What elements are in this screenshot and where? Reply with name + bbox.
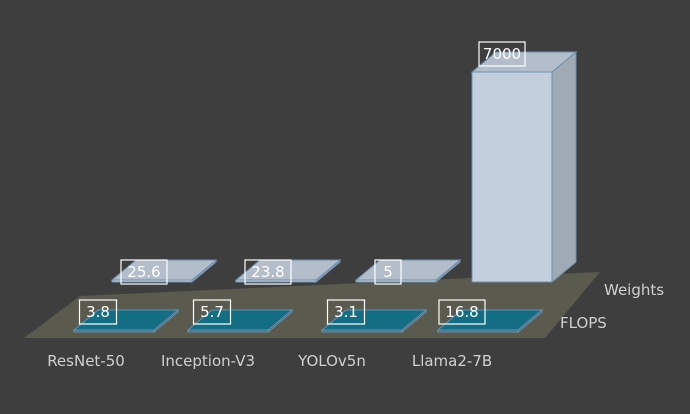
series-label-weights: Weights	[604, 281, 664, 299]
category-label-resnet-50: ResNet-50	[47, 352, 125, 370]
bar-weights-inception-v3-top	[234, 259, 342, 281]
value-label-weights-resnet-50: 25.6	[120, 259, 168, 285]
value-label-flops-resnet-50: 3.8	[78, 299, 118, 325]
bar-flops-llama2-7b	[436, 308, 544, 334]
value-label-flops-inception-v3: 5.7	[192, 299, 232, 325]
category-label-llama2-7b: Llama2-7B	[412, 352, 492, 370]
value-label-weights-inception-v3-text: 23.8	[251, 263, 284, 281]
bar-weights-resnet-50-top	[110, 259, 218, 281]
bar-weights-yolov5n	[354, 258, 462, 284]
bar-weights-llama2-7b-top	[470, 51, 578, 73]
bar-flops-inception-v3	[186, 308, 294, 334]
bar-flops-resnet-50-top	[72, 309, 180, 331]
value-label-weights-inception-v3-box	[244, 259, 292, 285]
bar-weights-inception-v3	[234, 258, 342, 284]
value-label-weights-llama2-7b-box	[478, 41, 526, 67]
bar-flops-resnet-50	[72, 308, 180, 334]
value-label-flops-inception-v3-text: 5.7	[200, 303, 224, 321]
value-label-flops-inception-v3-box	[192, 299, 232, 325]
value-label-flops-yolov5n-text: 3.1	[334, 303, 358, 321]
bar-weights-resnet-50	[110, 258, 218, 284]
labels-layer: 25.6 23.8 5 7000 3.8 5.7 3.1 16.8 ResNet-50 Incep…	[47, 41, 526, 370]
value-label-flops-yolov5n: 3.1	[326, 299, 366, 325]
category-label-inception-v3: Inception-V3	[161, 352, 255, 370]
value-label-flops-resnet-50-text: 3.8	[86, 303, 110, 321]
bar-flops-inception-v3-top	[186, 309, 294, 331]
bar-flops-llama2-7b-top	[436, 309, 544, 331]
value-label-weights-inception-v3: 23.8	[244, 259, 292, 285]
category-label-yolov5n: YOLOv5n	[297, 352, 366, 370]
bar-weights-llama2-7b-side	[551, 50, 577, 284]
value-label-weights-llama2-7b-text: 7000	[483, 45, 521, 63]
value-label-weights-resnet-50-box	[120, 259, 168, 285]
value-label-weights-resnet-50-text: 25.6	[127, 263, 160, 281]
bar-weights-llama2-7b	[470, 50, 578, 284]
bar-flops-yolov5n-top	[320, 309, 428, 331]
bar-weights-yolov5n-top	[354, 259, 462, 281]
value-label-weights-yolov5n: 5	[374, 259, 402, 285]
value-label-weights-yolov5n-box	[374, 259, 402, 285]
value-label-flops-yolov5n-box	[326, 299, 366, 325]
value-label-weights-llama2-7b: 7000	[478, 41, 526, 67]
value-label-flops-llama2-7b-box	[438, 299, 486, 325]
value-label-weights-yolov5n-text: 5	[383, 263, 393, 281]
bar-flops-yolov5n	[320, 308, 428, 334]
value-label-flops-llama2-7b-text: 16.8	[445, 303, 478, 321]
value-label-flops-resnet-50-box	[78, 299, 118, 325]
value-label-flops-llama2-7b: 16.8	[438, 299, 486, 325]
bar-weights-llama2-7b-front	[471, 71, 553, 283]
series-label-flops: FLOPS	[560, 314, 607, 332]
bars-layer	[72, 50, 578, 334]
